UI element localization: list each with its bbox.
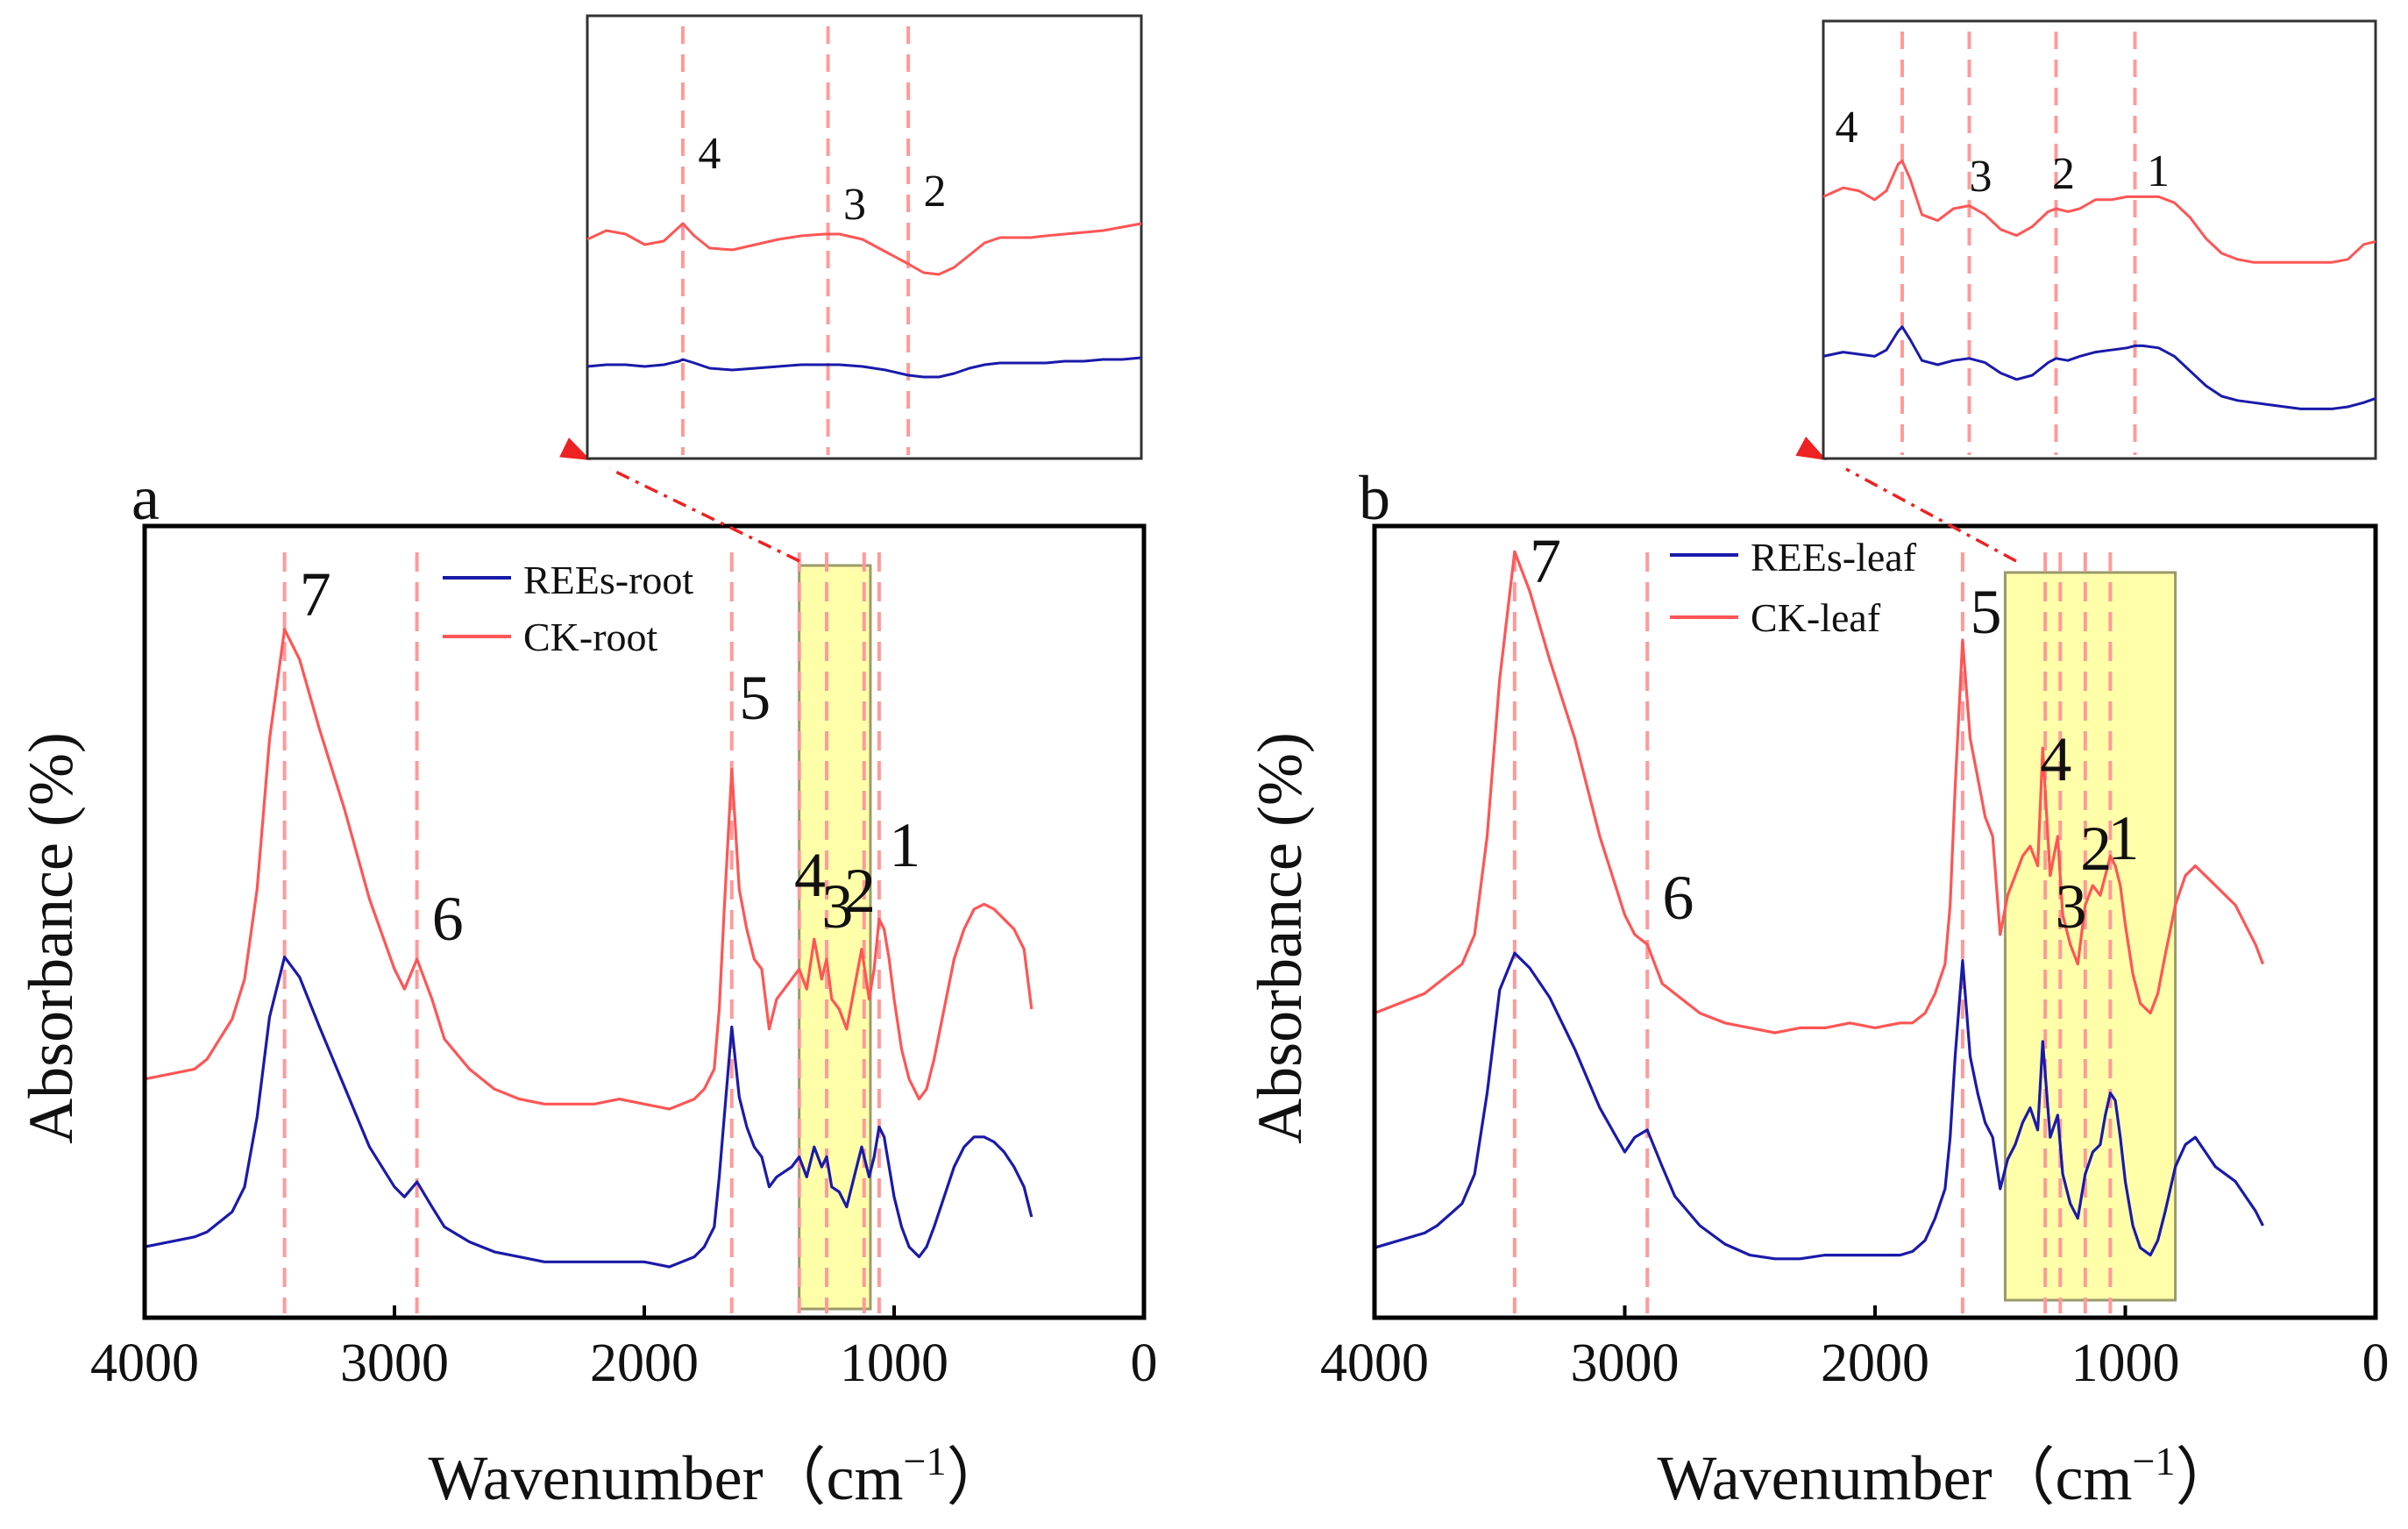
legend-label-rees: REEs-leaf xyxy=(1751,535,1917,580)
x-tick-label: 4000 xyxy=(1320,1333,1429,1393)
inset-a: 4 3 2 xyxy=(586,14,1143,460)
series-line-ck-root xyxy=(144,628,1034,1111)
zoom-arrow-line xyxy=(609,467,800,563)
panel-b-xlabel: Wavenumber（cm−1） xyxy=(1658,1439,2239,1513)
panel-label-b: b xyxy=(1359,463,1390,533)
inset-peak-label-3: 3 xyxy=(843,180,866,230)
panel-label-a: a xyxy=(131,463,160,533)
peak-label-6: 6 xyxy=(432,884,464,954)
inset-peak-label-2: 2 xyxy=(924,167,947,217)
panel-b-xlabel-main: Wavenumber（cm xyxy=(1658,1443,2133,1513)
inset-series-ck-root xyxy=(586,222,1142,276)
panel-b-xlabel-sup: −1 xyxy=(2133,1439,2176,1483)
x-tick-label: 1000 xyxy=(2071,1333,2180,1393)
peak-label-2: 2 xyxy=(844,856,876,926)
peak-label-1: 1 xyxy=(2108,803,2140,873)
legend-label-ck: CK-leaf xyxy=(1751,595,1881,640)
zoom-arrow-head xyxy=(1795,437,1827,460)
x-tick-label: 3000 xyxy=(1571,1333,1680,1393)
panel-a-xlabel-main: Wavenumber（cm xyxy=(429,1443,904,1513)
inset-peak-label-1: 1 xyxy=(2147,146,2170,196)
inset-frame xyxy=(586,14,1143,460)
x-tick-label: 4000 xyxy=(90,1333,199,1393)
peak-label-3: 3 xyxy=(2056,871,2087,942)
x-tick-label: 1000 xyxy=(840,1333,948,1393)
inset-peak-label-4: 4 xyxy=(1836,103,1858,153)
panel-a-xlabel-close: ） xyxy=(946,1443,1009,1513)
peak-label-5: 5 xyxy=(1970,577,2001,647)
peak-label-2: 2 xyxy=(2080,814,2112,884)
insets-layer: 4 3 2 4 3 2 1 xyxy=(586,14,2377,460)
series-line-rees-root xyxy=(144,956,1034,1269)
x-tick-label: 2000 xyxy=(590,1333,699,1393)
x-tick-label: 0 xyxy=(1131,1333,1158,1393)
highlight-region xyxy=(798,564,872,1311)
panel-b-xlabel-close: ） xyxy=(2175,1443,2238,1513)
peak-label-6: 6 xyxy=(1662,863,1694,933)
highlight-region xyxy=(2003,571,2177,1302)
legend-label-rees: REEs-root xyxy=(523,558,693,602)
inset-series-ck-leaf xyxy=(1822,160,2376,264)
inset-series-rees-leaf xyxy=(1822,325,2376,410)
series-line-rees-leaf xyxy=(1374,951,2264,1261)
zoom-arrow-head xyxy=(559,437,591,460)
inset-peak-label-4: 4 xyxy=(698,129,721,179)
x-tick-label: 3000 xyxy=(340,1333,449,1393)
inset-peak-label-3: 3 xyxy=(1970,152,1992,202)
x-tick-label: 0 xyxy=(2362,1333,2390,1393)
panel-a-xlabel-sup: −1 xyxy=(904,1439,947,1483)
panel-a-xlabel: Wavenumber（cm−1） xyxy=(429,1439,1010,1513)
legend-label-ck: CK-root xyxy=(523,615,658,659)
main-plots-layer: 4000 3000 2000 1000 07654321REEs-rootCK-root… xyxy=(90,437,2390,1393)
x-tick-label: 2000 xyxy=(1821,1333,1929,1393)
peak-label-3: 3 xyxy=(821,871,853,942)
inset-series-rees-root xyxy=(586,356,1142,379)
panel-b: 4000 3000 2000 1000 0 7 6 5 4 321 REEs-leaf CK-leaf xyxy=(1320,437,2390,1393)
peak-label-7: 7 xyxy=(300,559,331,629)
zoom-arrow-line xyxy=(1845,467,2017,563)
panel-a-ylabel: Absorbance (%) xyxy=(16,732,86,1144)
peak-label-4: 4 xyxy=(794,840,826,910)
peak-label-4: 4 xyxy=(2040,724,2071,794)
panel-b-ylabel: Absorbance (%) xyxy=(1245,732,1315,1144)
peak-label-7: 7 xyxy=(1530,526,1561,596)
inset-frame xyxy=(1822,19,2377,460)
plot-frame xyxy=(1372,523,2378,1320)
series-line-ck-leaf xyxy=(1374,550,2264,1035)
inset-peak-label-2: 2 xyxy=(2052,149,2075,199)
peak-label-1: 1 xyxy=(889,810,920,880)
peak-label-5: 5 xyxy=(739,663,771,733)
inset-b: 4 3 2 1 xyxy=(1822,19,2377,460)
